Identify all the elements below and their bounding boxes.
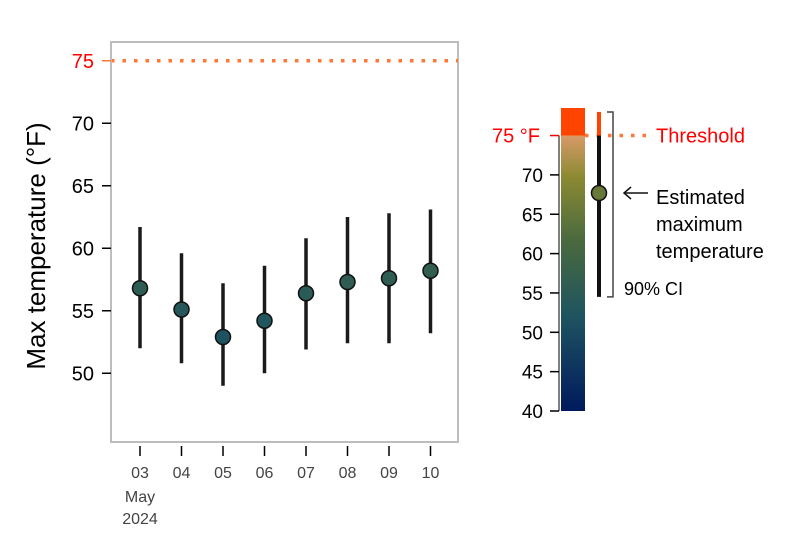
plot-panel bbox=[110, 41, 459, 443]
y-tick-label: 60 bbox=[72, 238, 94, 260]
estimate-point bbox=[256, 312, 273, 329]
legend-ticks: 40 45 50 55 60 65 70 bbox=[522, 134, 559, 423]
legend-tick-label: 45 bbox=[522, 363, 543, 384]
legend-estimate-point bbox=[590, 184, 608, 202]
x-axis-month: May bbox=[125, 489, 155, 506]
legend-tick-label: 50 bbox=[522, 323, 543, 344]
x-axis-ticks: 03 04 05 06 07 08 09 10 bbox=[131, 446, 440, 482]
legend-estimate-label-2: maximum bbox=[656, 214, 743, 236]
x-tick-label: 06 bbox=[256, 465, 274, 482]
estimate-point bbox=[214, 328, 232, 346]
legend-estimate-label-1: Estimated bbox=[656, 187, 745, 209]
legend-ci-bracket bbox=[607, 111, 614, 298]
estimate-point bbox=[339, 273, 356, 291]
legend-ci-label: 90% CI bbox=[624, 279, 683, 299]
x-tick-label: 08 bbox=[339, 465, 357, 482]
x-axis-year: 2024 bbox=[122, 511, 158, 528]
legend-threshold-text: Threshold bbox=[656, 126, 745, 148]
legend-tick-label: 40 bbox=[522, 402, 543, 423]
y-axis-ticks: 50 55 60 65 70 75 bbox=[72, 51, 111, 385]
x-tick-label: 05 bbox=[214, 465, 232, 482]
legend-threshold-value: 75 °F bbox=[492, 126, 540, 148]
legend-tick-label: 65 bbox=[522, 205, 543, 226]
estimate-point bbox=[297, 285, 315, 302]
y-tick-label: 75 bbox=[72, 51, 94, 73]
x-tick-label: 04 bbox=[173, 465, 191, 482]
legend-estimate-label-3: temperature bbox=[656, 241, 764, 263]
data-marks bbox=[131, 209, 439, 386]
legend-tick-label: 60 bbox=[522, 245, 543, 266]
y-tick-label: 70 bbox=[72, 113, 94, 135]
y-tick-label: 50 bbox=[72, 363, 94, 385]
legend-arrow-head bbox=[622, 186, 632, 200]
legend-tick-label: 70 bbox=[522, 166, 543, 187]
y-tick-label: 55 bbox=[72, 301, 94, 323]
legend-tick-label: 55 bbox=[522, 284, 543, 305]
x-tick-label: 09 bbox=[380, 465, 398, 482]
legend: 40 45 50 55 60 65 70 75 °F Threshold Estimated… bbox=[492, 108, 764, 423]
y-tick-label: 65 bbox=[72, 176, 94, 198]
x-tick-label: 10 bbox=[422, 465, 440, 482]
estimate-point bbox=[422, 262, 439, 279]
y-axis-label: Max temperature (°F) bbox=[21, 122, 51, 369]
legend-color-bar bbox=[561, 135, 585, 412]
x-tick-label: 03 bbox=[131, 465, 149, 482]
estimate-point bbox=[131, 280, 149, 297]
legend-hot-band bbox=[561, 108, 585, 136]
estimate-point bbox=[380, 270, 398, 287]
estimate-point bbox=[173, 301, 190, 318]
x-tick-label: 07 bbox=[297, 465, 315, 482]
